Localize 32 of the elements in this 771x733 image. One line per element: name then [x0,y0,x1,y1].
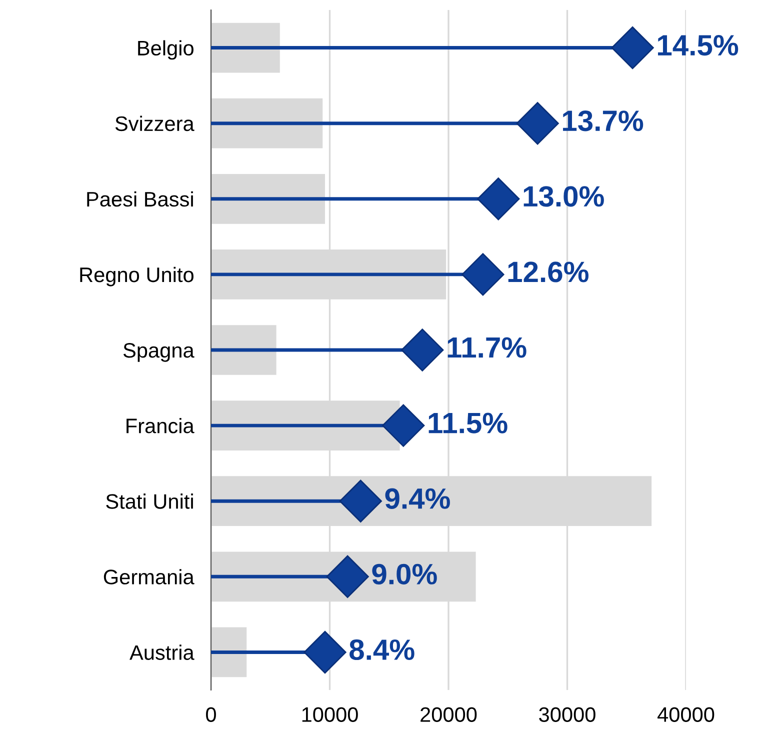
x-tick-label: 20000 [420,707,477,722]
point [462,253,504,296]
annotation: 9.4% [385,488,450,509]
y-tick-label: Paesi Bassi [87,191,193,207]
y-tick-label: Stati Uniti [106,494,193,509]
point [516,102,559,145]
point [326,555,369,598]
annotation: 14.5% [658,35,738,56]
annotation: 9.0% [372,564,437,584]
x-tick-label: 0 [206,707,216,722]
annotation: 13.0% [524,186,604,207]
point [382,404,425,447]
y-tick-label: Spagna [123,343,194,362]
annotation: 13.7% [563,110,644,132]
y-tick-label: Belgio [138,40,194,60]
y-tick-label: Francia [126,418,194,434]
annotation: 11.5% [428,412,508,434]
y-tick-label: Regno Unito [80,266,194,286]
y-tick-label: Svizzera [115,116,194,132]
point [304,630,346,674]
x-tick-label: 40000 [658,707,714,722]
annotation: 12.6% [508,262,588,282]
annotation: 11.7% [448,337,526,358]
y-tick-label: Austria [130,644,194,660]
x-tick-label: 30000 [539,707,596,722]
annotation: 8.4% [350,639,414,660]
y-tick-label: Germania [104,569,194,584]
x-tick-label: 10000 [302,707,358,722]
point [401,328,444,372]
point [477,178,520,220]
point [611,26,654,70]
point [339,480,382,522]
